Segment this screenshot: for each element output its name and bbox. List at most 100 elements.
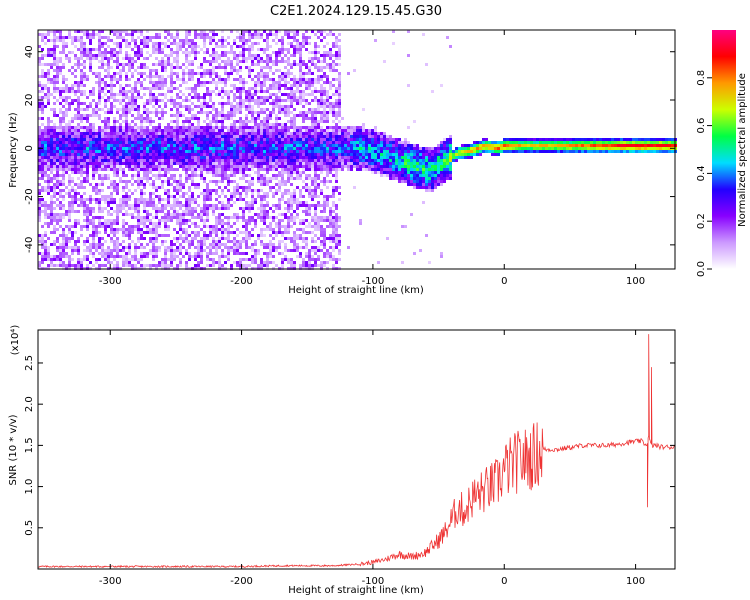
- heatmap-cell: [53, 135, 56, 138]
- heatmap-cell: [98, 114, 101, 117]
- heatmap-cell: [47, 204, 50, 207]
- heatmap-cell: [224, 168, 227, 171]
- heatmap-cell: [224, 261, 227, 264]
- heatmap-cell: [86, 57, 89, 60]
- heatmap-cell: [53, 87, 56, 90]
- heatmap-cell: [92, 210, 95, 213]
- heatmap-cell: [293, 93, 296, 96]
- heatmap-cell: [167, 213, 170, 216]
- heatmap-cell: [137, 48, 140, 51]
- heatmap-cell: [197, 156, 200, 159]
- heatmap-cell: [50, 165, 53, 168]
- heatmap-cell: [137, 198, 140, 201]
- heatmap-cell: [188, 60, 191, 63]
- heatmap-cell: [179, 228, 182, 231]
- heatmap-cell: [167, 141, 170, 144]
- heatmap-cell: [254, 30, 257, 33]
- heatmap-cell: [62, 162, 65, 165]
- heatmap-cell: [149, 111, 152, 114]
- heatmap-cell: [209, 252, 212, 255]
- heatmap-cell: [179, 183, 182, 186]
- heatmap-cell: [170, 102, 173, 105]
- heatmap-cell: [272, 177, 275, 180]
- heatmap-cell: [284, 135, 287, 138]
- heatmap-cell: [239, 261, 242, 264]
- heatmap-cell: [203, 195, 206, 198]
- heatmap-cell: [80, 138, 83, 141]
- heatmap-cell: [62, 141, 65, 144]
- heatmap-cell: [95, 147, 98, 150]
- heatmap-cell: [269, 93, 272, 96]
- heatmap-cell: [191, 60, 194, 63]
- heatmap-cell: [179, 180, 182, 183]
- heatmap-cell: [191, 156, 194, 159]
- heatmap-cell: [299, 219, 302, 222]
- heatmap-cell: [245, 231, 248, 234]
- heatmap-cell: [305, 84, 308, 87]
- heatmap-cell: [140, 117, 143, 120]
- heatmap-cell: [71, 189, 74, 192]
- heatmap-cell: [302, 201, 305, 204]
- heatmap-cell: [215, 180, 218, 183]
- heatmap-cell: [272, 147, 275, 150]
- heatmap-cell: [215, 261, 218, 264]
- heatmap-cell: [56, 180, 59, 183]
- heatmap-cell: [86, 159, 89, 162]
- heatmap-cell: [206, 207, 209, 210]
- heatmap-cell: [191, 132, 194, 135]
- heatmap-cell: [302, 120, 305, 123]
- heatmap-cell: [209, 180, 212, 183]
- heatmap-cell: [218, 180, 221, 183]
- heatmap-cell: [179, 213, 182, 216]
- heatmap-cell: [47, 222, 50, 225]
- heatmap-cell: [239, 69, 242, 72]
- heatmap-cell: [53, 174, 56, 177]
- heatmap-cell: [92, 90, 95, 93]
- heatmap-cell: [137, 54, 140, 57]
- heatmap-cell: [50, 78, 53, 81]
- heatmap-cell: [200, 240, 203, 243]
- heatmap-cell: [272, 159, 275, 162]
- heatmap-cell: [182, 213, 185, 216]
- heatmap-cell: [179, 195, 182, 198]
- heatmap-cell: [89, 222, 92, 225]
- heatmap-cell: [110, 168, 113, 171]
- heatmap-cell: [38, 204, 41, 207]
- heatmap-cell: [59, 57, 62, 60]
- heatmap-cell: [299, 93, 302, 96]
- heatmap-cell: [41, 255, 44, 258]
- heatmap-cell: [287, 111, 290, 114]
- heatmap-cell: [215, 192, 218, 195]
- heatmap-cell: [101, 153, 104, 156]
- heatmap-cell: [86, 75, 89, 78]
- heatmap-cell: [260, 111, 263, 114]
- heatmap-cell: [209, 171, 212, 174]
- heatmap-cell: [254, 159, 257, 162]
- heatmap-cell: [134, 225, 137, 228]
- heatmap-cell: [134, 174, 137, 177]
- heatmap-cell: [116, 186, 119, 189]
- heatmap-cell: [218, 162, 221, 165]
- heatmap-cell: [179, 138, 182, 141]
- heatmap-cell: [266, 156, 269, 159]
- heatmap-cell: [107, 249, 110, 252]
- heatmap-cell: [212, 156, 215, 159]
- heatmap-cell: [278, 147, 281, 150]
- heatmap-cell: [281, 39, 284, 42]
- heatmap-cell: [257, 171, 260, 174]
- heatmap-cell: [101, 42, 104, 45]
- heatmap-cell: [179, 144, 182, 147]
- heatmap-cell: [269, 165, 272, 168]
- heatmap-cell: [83, 240, 86, 243]
- heatmap-cell: [263, 90, 266, 93]
- heatmap-cell: [179, 84, 182, 87]
- heatmap-cell: [65, 78, 68, 81]
- heatmap-cell: [65, 153, 68, 156]
- heatmap-cell: [314, 81, 317, 84]
- heatmap-cell: [227, 126, 230, 129]
- heatmap-cell: [305, 174, 308, 177]
- heatmap-cell: [122, 246, 125, 249]
- heatmap-cell: [134, 210, 137, 213]
- heatmap-cell: [179, 129, 182, 132]
- heatmap-cell: [95, 165, 98, 168]
